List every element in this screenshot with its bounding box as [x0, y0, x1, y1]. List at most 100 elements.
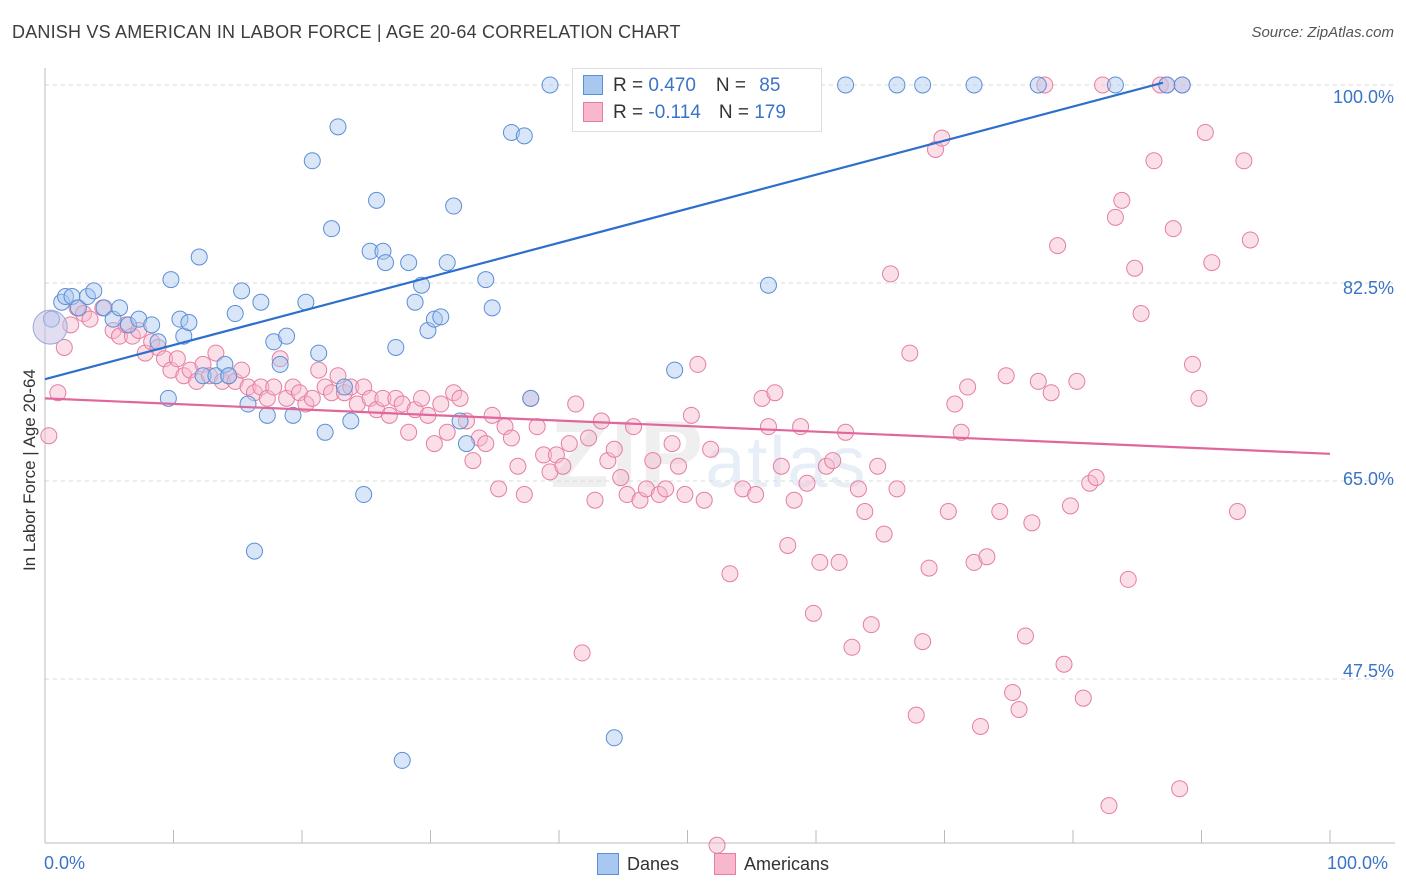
legend-swatch-danes	[583, 75, 603, 95]
series-legend-americans: Americans	[714, 853, 829, 875]
americans-point-139	[971, 717, 989, 735]
americans-point-125	[875, 525, 893, 543]
americans-point-148	[1036, 76, 1054, 94]
americans-point-83	[586, 491, 604, 509]
legend-r-label: R =	[613, 75, 649, 96]
americans-point-144	[1010, 700, 1028, 718]
danes-point-28	[252, 293, 270, 311]
danes-point-44	[368, 191, 386, 209]
americans-point-175	[1235, 152, 1253, 170]
americans-point-110	[779, 536, 797, 554]
americans-point-176	[1241, 231, 1259, 249]
americans-point-150	[1049, 237, 1067, 255]
danes-point-5	[78, 288, 96, 306]
americans-point-126	[882, 265, 900, 283]
legend-n-label: N =	[718, 102, 755, 123]
americans-point-129	[907, 706, 925, 724]
danes-point-47	[387, 338, 405, 356]
americans-point-115	[811, 553, 829, 571]
americans-point-86	[605, 440, 623, 458]
americans-point-128	[901, 344, 919, 362]
danes-point-43	[361, 242, 379, 260]
series-label-danes: Danes	[627, 854, 680, 874]
americans-point-135	[946, 395, 964, 413]
danes-point-78	[1158, 76, 1176, 94]
americans-point-105	[747, 486, 765, 504]
danes-point-26	[239, 395, 257, 413]
americans-point-11	[123, 327, 141, 345]
americans-point-52	[387, 389, 405, 407]
americans-point-168	[1171, 780, 1189, 798]
series-legend-danes: Danes	[597, 853, 679, 875]
americans-point-51	[380, 406, 398, 424]
americans-point-121	[849, 480, 867, 498]
danes-point-40	[335, 378, 353, 396]
danes-point-6	[85, 282, 103, 300]
americans-point-158	[1100, 797, 1118, 815]
y-tick-label-100: 100.0%	[1332, 87, 1394, 107]
legend-row-danes: R = 0.470 N = 85	[583, 75, 780, 97]
series-label-americans: Americans	[744, 854, 830, 874]
danes-point-48	[393, 751, 411, 769]
americans-point-146	[1023, 514, 1041, 532]
danes-point-59	[477, 271, 495, 289]
americans-point-127	[888, 480, 906, 498]
americans-point-109	[772, 457, 790, 475]
americans-point-120	[843, 638, 861, 656]
americans-point-82	[580, 429, 598, 447]
legend-r-value-americans: -0.114	[648, 102, 701, 123]
danes-point-73	[888, 76, 906, 94]
danes-point-7	[95, 299, 113, 317]
danes-point-23	[220, 367, 238, 385]
americans-point-54	[400, 423, 418, 441]
americans-point-6	[81, 310, 99, 328]
americans-point-65	[470, 429, 488, 447]
americans-point-75	[535, 446, 553, 464]
americans-point-67	[483, 406, 501, 424]
danes-point-55	[438, 254, 456, 272]
danes-point-67	[666, 361, 684, 379]
americans-point-157	[1094, 76, 1112, 94]
danes-point-71	[759, 276, 777, 294]
americans-point-36	[284, 378, 302, 396]
americans-point-68	[490, 480, 508, 498]
danes-point-4	[69, 299, 87, 317]
americans-point-145	[1016, 627, 1034, 645]
danes-point-41	[342, 412, 360, 430]
legend-r-value-danes: 0.470	[648, 75, 696, 96]
americans-point-149	[1042, 384, 1060, 402]
americans-point-0	[40, 427, 58, 445]
legend-n-label: N =	[715, 75, 752, 96]
danes-point-14	[159, 389, 177, 407]
americans-point-97	[676, 486, 694, 504]
danes-point-61	[502, 123, 520, 141]
americans-point-113	[798, 474, 816, 492]
danes-point-38	[323, 220, 341, 238]
americans-point-173	[1203, 254, 1221, 272]
americans-point-71	[509, 457, 527, 475]
danes-point-64	[541, 76, 559, 94]
americans-point-38	[297, 395, 315, 413]
americans-point-114	[804, 604, 822, 622]
americans-point-151	[1055, 655, 1073, 673]
americans-point-171	[1190, 389, 1208, 407]
americans-point-18	[168, 350, 186, 368]
trend-lines	[44, 81, 1331, 455]
americans-point-24	[207, 344, 225, 362]
americans-point-44	[335, 384, 353, 402]
americans-point-104	[734, 480, 752, 498]
source-credit: Source: ZipAtlas.com	[1251, 24, 1394, 41]
series-swatch-americans	[714, 853, 736, 875]
y-tick-label-82-5: 82.5%	[1342, 278, 1394, 298]
americans-point-80	[567, 395, 585, 413]
americans-point-98	[682, 406, 700, 424]
americans-point-172	[1196, 123, 1214, 141]
legend-r-label: R =	[613, 102, 649, 123]
danes-point-16	[171, 310, 189, 328]
americans-point-170	[1184, 355, 1202, 373]
americans-point-29	[239, 378, 257, 396]
x-tick-label-max: 100.0%	[1327, 853, 1389, 873]
americans-point-21	[188, 372, 206, 390]
americans-point-59	[432, 395, 450, 413]
danes-point-77	[1106, 76, 1124, 94]
